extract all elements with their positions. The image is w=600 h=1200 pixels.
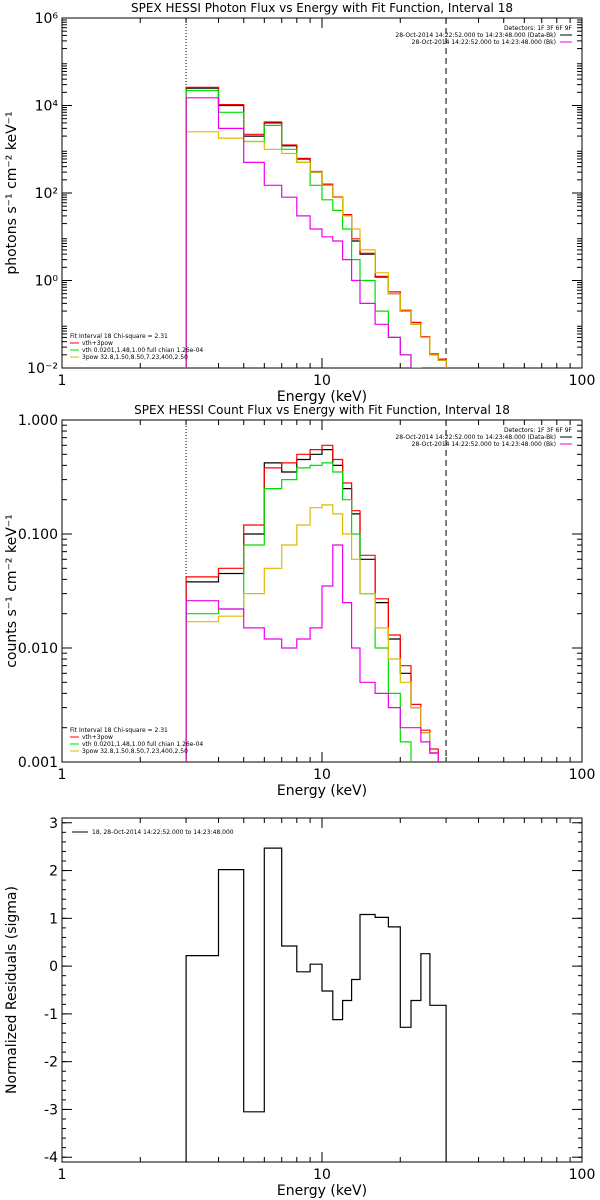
y-tick-label: 10⁻² — [27, 361, 58, 377]
series-line — [185, 847, 447, 1162]
x-tick-label: 10 — [313, 373, 331, 389]
series-line — [185, 462, 412, 762]
series-line — [185, 97, 412, 368]
y-tick-label: 2 — [49, 864, 58, 880]
x-axis-label: Energy (keV) — [277, 1183, 367, 1199]
series-line — [185, 89, 422, 368]
y-tick-label: 1.000 — [18, 413, 58, 429]
x-axis-label: Energy (keV) — [277, 783, 367, 799]
legend-text: Fit Interval 18 Chi-square = 2.31 — [70, 333, 168, 340]
y-tick-label: 0 — [49, 959, 58, 975]
series-group — [185, 86, 447, 368]
x-tick-label: 1 — [58, 767, 67, 783]
series-line — [185, 87, 447, 368]
legend-text: vth 0.0201,1.48,1.00 full chian 1.26e-04 — [82, 741, 203, 748]
legend-text: Detectors: 1F 3F 6F 9F — [504, 25, 573, 32]
series-line — [185, 86, 447, 368]
y-tick-label: 0.001 — [18, 755, 58, 771]
y-axis-label: counts s⁻¹ cm⁻² keV⁻¹ — [4, 514, 20, 668]
y-tick-label: 10⁰ — [35, 274, 59, 290]
y-tick-label: 10⁴ — [35, 99, 59, 115]
y-tick-label: -1 — [44, 1007, 58, 1023]
x-tick-label: 100 — [569, 1167, 596, 1183]
legend-text: vth+3pow — [82, 340, 113, 347]
x-axis-label: Energy (keV) — [277, 389, 367, 405]
chart-1: SPEX HESSI Photon Flux vs Energy with Fi… — [4, 1, 596, 405]
y-tick-label: 0.100 — [18, 527, 58, 543]
series-group — [185, 847, 447, 1162]
x-tick-label: 100 — [569, 373, 596, 389]
y-tick-label: -2 — [44, 1055, 58, 1071]
series-line — [185, 444, 447, 762]
legend-text: 28-Oct-2014 14:22:52.000 to 14:23:48.000… — [412, 39, 556, 46]
y-tick-label: 3 — [49, 816, 58, 832]
series-line — [185, 131, 447, 368]
legend-text: vth+3pow — [82, 734, 113, 741]
legend-text: Fit Interval 18 Chi-square = 2.31 — [70, 727, 168, 734]
legend-text: 3pow 32.8,1.50,8.50,7.23,400,2.50 — [82, 354, 188, 361]
y-tick-label: 10⁶ — [35, 11, 59, 27]
chart-title: SPEX HESSI Count Flux vs Energy with Fit… — [134, 403, 510, 417]
series-line — [185, 544, 447, 762]
y-tick-label: 1 — [49, 911, 58, 927]
x-tick-label: 1 — [58, 373, 67, 389]
legend-text: Detectors: 1F 3F 6F 9F — [504, 427, 573, 434]
legend-text: 28-Oct-2014 14:22:52.000 to 14:23:48.000… — [395, 434, 556, 441]
chart-title: SPEX HESSI Photon Flux vs Energy with Fi… — [131, 1, 513, 15]
chart-2: SPEX HESSI Count Flux vs Energy with Fit… — [4, 403, 596, 799]
y-axis-label: photons s⁻¹ cm⁻² keV⁻¹ — [4, 111, 20, 274]
y-tick-label: -3 — [44, 1102, 58, 1118]
series-group — [185, 444, 447, 762]
series-line — [185, 449, 447, 762]
legend-text: vth 0.0201,1.48,1.00 full chian 1.26e-04 — [82, 347, 203, 354]
y-tick-label: 10² — [35, 186, 58, 202]
legend-text: 28-Oct-2014 14:22:52.000 to 14:23:48.000… — [395, 32, 556, 39]
y-tick-label: -4 — [44, 1150, 58, 1166]
legend-text: 28-Oct-2014 14:22:52.000 to 14:23:48.000… — [412, 441, 556, 448]
legend-text: 3pow 32.8,1.50,8.50,7.23,400,2.50 — [82, 748, 188, 755]
series-line — [185, 504, 447, 762]
y-axis-label: Normalized Residuals (sigma) — [4, 886, 20, 1094]
y-tick-label: 0.010 — [18, 641, 58, 657]
legend-text: 18, 28-Oct-2014 14:22:52.000 to 14:23:48… — [92, 829, 234, 836]
x-tick-label: 1 — [58, 1167, 67, 1183]
chart-3: 1 10 100 -4 -3 -2 -1 0 1 2 3 Energy (keV) Normalized… — [4, 816, 596, 1199]
x-tick-label: 100 — [569, 767, 596, 783]
x-tick-label: 10 — [313, 1167, 331, 1183]
x-tick-label: 10 — [313, 767, 331, 783]
